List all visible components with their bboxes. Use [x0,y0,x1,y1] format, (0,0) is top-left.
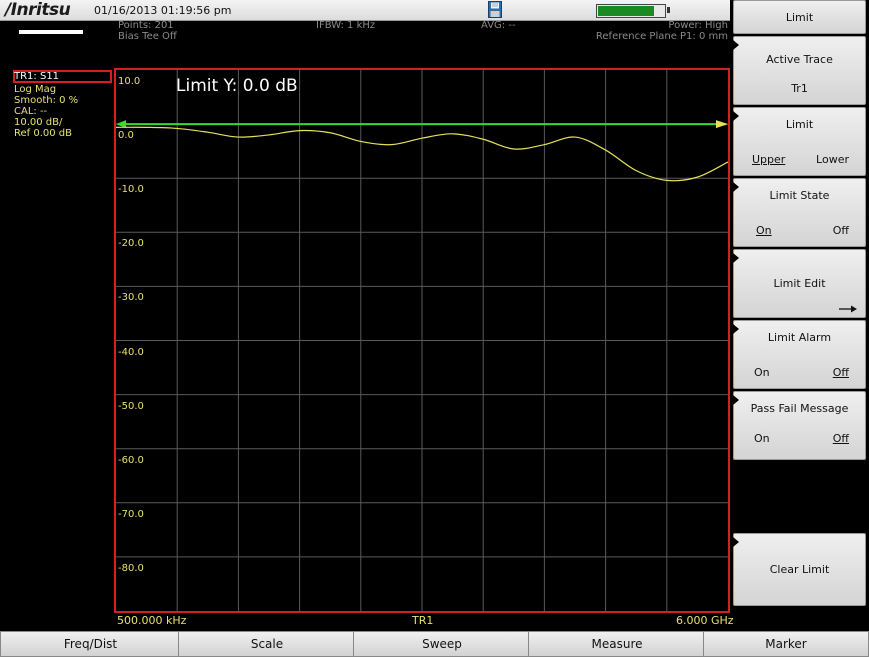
limit-handle-left [116,120,126,129]
power-info: Power: High [668,20,728,31]
battery-tip [667,7,670,13]
limit-alarm-on-option: On [754,366,770,379]
y-axis-label: -70.0 [117,508,145,521]
clear-limit-label: Clear Limit [769,563,830,576]
trace-label: TR1 [412,614,434,627]
trace-id[interactable]: TR1: S11 [14,71,60,82]
key-notch [733,324,739,334]
key-notch [733,40,739,50]
menu-measure[interactable]: Measure [528,631,706,657]
trace-cal: CAL: -- [14,106,48,117]
graph-frame [114,68,730,613]
stop-frequency: 6.000 GHz [676,614,734,627]
reference-plane-info: Reference Plane P1: 0 mm [595,31,728,42]
trace-smooth: Smooth: 0 % [14,95,79,106]
ifbw-info: IFBW: 1 kHz [316,20,376,31]
y-axis-label: 10.0 [117,76,142,88]
clear-limit-button[interactable]: Clear Limit [733,533,866,606]
limit-upper-lower-button[interactable]: Limit Upper Lower [733,107,866,176]
menu-marker[interactable]: Marker [703,631,869,657]
pass-fail-on-option: On [754,432,770,445]
menu-title-label: Limit [785,11,814,24]
limit-state-button[interactable]: Limit State On Off [733,178,866,247]
active-trace-value: Tr1 [791,82,808,95]
battery-fill [598,6,654,16]
active-trace-frame [13,70,112,83]
menu-scale[interactable]: Scale [178,631,356,657]
limit-state-label: Limit State [769,189,830,202]
limit-upper-option: Upper [752,153,786,166]
bias-tee-info: Bias Tee Off [118,31,177,42]
limit-lower-option: Lower [816,153,849,166]
y-axis-label: -30.0 [117,292,145,305]
trace-graph[interactable] [114,68,730,613]
limit-edit-label: Limit Edit [773,277,826,290]
sweep-progress-bar [19,30,83,34]
y-axis-label: 0.0 [117,130,135,143]
pass-fail-message-button[interactable]: Pass Fail Message On Off [733,391,866,460]
y-axis-label: -20.0 [117,238,145,251]
trace-group [115,126,729,182]
menu-freq-dist[interactable]: Freq/Dist [0,631,181,657]
status-bar: /Inritsu 01/16/2013 01:19:56 pm [0,0,730,21]
key-notch [733,111,739,121]
limit-alarm-off-option: Off [832,366,849,379]
y-axis-label: -10.0 [117,184,145,197]
graph-grid [116,70,728,611]
trace-s11-line [115,126,729,182]
y-axis-label: -80.0 [117,562,145,575]
active-trace-label: Active Trace [766,53,833,66]
limit-edit-button[interactable]: Limit Edit [733,249,866,318]
y-axis-label: -60.0 [117,454,145,467]
menu-sweep[interactable]: Sweep [353,631,531,657]
limit-label: Limit [785,118,814,131]
limit-alarm-label: Limit Alarm [767,331,832,344]
limit-state-on-option: On [756,224,772,237]
limit-readout: Limit Y: 0.0 dB [176,76,298,96]
y-axis-label: -50.0 [117,400,145,413]
trace-scale: 10.00 dB/ [14,117,63,128]
battery-indicator [596,4,666,18]
trace-ref: Ref 0.00 dB [14,128,73,139]
avg-info: AVG: -- [481,20,516,31]
points-info: Points: 201 [118,20,174,31]
limit-state-off-option: Off [832,224,849,237]
pass-fail-off-option: Off [832,432,849,445]
key-notch [733,537,739,547]
key-notch [733,395,739,405]
limit-alarm-button[interactable]: Limit Alarm On Off [733,320,866,389]
datetime-display: 01/16/2013 01:19:56 pm [94,4,232,17]
save-icon[interactable] [488,1,502,18]
brand-logo: /Inritsu [5,0,71,20]
limit-handle-right [716,120,728,129]
trace-format: Log Mag [14,84,57,95]
y-axis-label: -40.0 [117,346,145,359]
active-trace-button[interactable]: Active Trace Tr1 [733,36,866,105]
submenu-arrow-icon [839,305,857,313]
pass-fail-label: Pass Fail Message [750,402,849,415]
start-frequency: 500.000 kHz [117,614,187,627]
limit-line-group [116,120,728,129]
menu-title: Limit [733,0,866,34]
key-notch [733,253,739,263]
key-notch [733,182,739,192]
